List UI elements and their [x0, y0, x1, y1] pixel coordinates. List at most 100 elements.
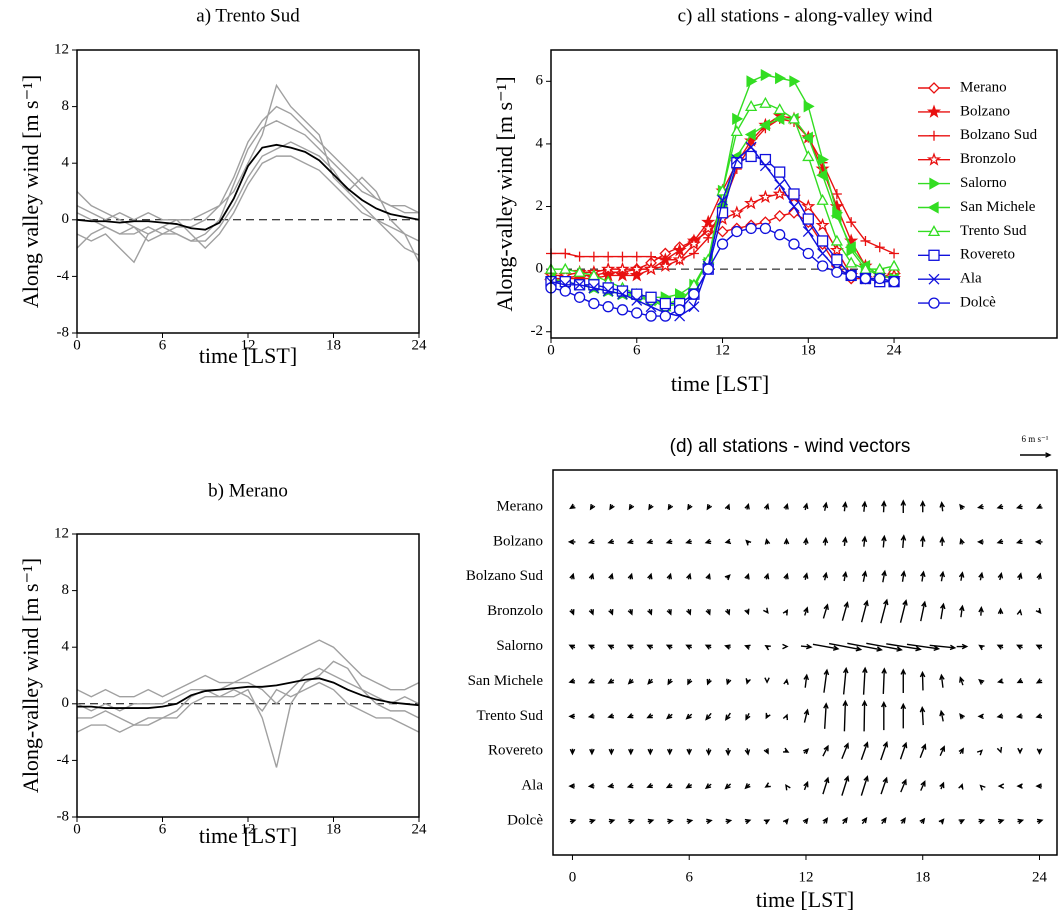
- marker: [928, 82, 940, 94]
- wind-vector: [706, 678, 712, 686]
- marker: [659, 297, 672, 310]
- marker: [802, 247, 814, 260]
- wind-vector: [726, 678, 732, 686]
- x-tick-label: 18: [326, 337, 341, 353]
- wind-vector: [959, 503, 965, 511]
- wind-vector: [880, 776, 888, 795]
- wind-vector: [647, 818, 655, 825]
- marker: [730, 125, 743, 137]
- marker: [631, 294, 643, 306]
- marker: [645, 301, 657, 313]
- x-axis-label: time [LST]: [756, 887, 854, 912]
- wind-vector: [665, 782, 673, 789]
- marker: [758, 189, 773, 204]
- wind-vector: [920, 600, 927, 622]
- wind-vector: [978, 644, 985, 651]
- wind-vector: [919, 817, 926, 825]
- wind-vector: [665, 538, 673, 545]
- wind-vector: [861, 570, 868, 582]
- marker: [686, 236, 701, 251]
- marker: [775, 72, 787, 85]
- wind-vector: [842, 570, 848, 582]
- wind-vector: [627, 678, 634, 685]
- marker: [560, 248, 571, 259]
- wind-vector: [687, 503, 693, 511]
- wind-vector: [1035, 644, 1043, 650]
- wind-vector: [899, 599, 908, 623]
- wind-vector: [1036, 572, 1042, 580]
- station-label: Dolcè: [507, 812, 543, 828]
- station-label: Salorno: [496, 638, 543, 654]
- wind-vector: [607, 678, 615, 684]
- wind-vector: [861, 816, 868, 825]
- marker: [926, 152, 942, 166]
- wind-vector: [626, 538, 634, 545]
- marker: [716, 225, 729, 238]
- marker: [731, 225, 743, 238]
- marker: [744, 195, 759, 210]
- x-tick-label: 18: [915, 869, 930, 885]
- wind-vector: [763, 819, 771, 825]
- marker: [928, 297, 940, 309]
- y-tick-label: 4: [62, 155, 70, 171]
- wind-vector: [1035, 783, 1042, 789]
- wind-vector: [705, 608, 711, 616]
- wind-vector: [568, 783, 575, 789]
- legend-label: San Michele: [960, 199, 1036, 215]
- marker: [801, 131, 813, 144]
- wind-vector: [1017, 818, 1025, 825]
- plot-frame: [76, 49, 420, 334]
- wind-vector: [744, 818, 752, 825]
- wind-vector: [881, 816, 887, 825]
- y-tick-label: 4: [62, 639, 70, 655]
- wind-vector: [1035, 713, 1043, 719]
- wind-vector: [686, 608, 692, 616]
- marker: [759, 222, 772, 235]
- y-tick-label: 6: [536, 73, 544, 89]
- wind-vector: [608, 748, 615, 756]
- wind-vector: [803, 673, 810, 688]
- wind-vector: [589, 818, 596, 825]
- series-line: [77, 660, 420, 768]
- wind-vector: [626, 713, 634, 719]
- marker: [574, 279, 586, 291]
- station-label: Bolzano: [493, 533, 543, 549]
- y-axis-label: Along-valley wind [m s⁻¹]: [18, 558, 43, 793]
- marker: [732, 112, 744, 125]
- wind-vector: [978, 818, 986, 825]
- wind-vector: [724, 608, 731, 616]
- wind-vector: [744, 748, 751, 756]
- wind-vector: [607, 538, 615, 545]
- wind-vector: [724, 783, 732, 790]
- wind-vector: [842, 666, 849, 695]
- marker: [688, 301, 700, 313]
- wind-vector: [886, 643, 922, 652]
- marker: [573, 291, 586, 303]
- wind-vector: [607, 644, 615, 650]
- marker: [887, 259, 901, 271]
- wind-vector: [822, 571, 829, 581]
- wind-vector: [587, 644, 595, 650]
- marker: [928, 273, 940, 285]
- wind-vector: [724, 712, 731, 721]
- wind-vector: [764, 782, 771, 788]
- wind-vector: [763, 607, 769, 614]
- y-tick-label: -4: [57, 268, 70, 284]
- wind-vector: [802, 817, 809, 825]
- wind-vector: [919, 705, 926, 726]
- marker: [631, 251, 642, 262]
- marker: [701, 221, 716, 235]
- wind-vector: [607, 783, 615, 789]
- marker: [817, 248, 829, 259]
- wind-vector: [800, 643, 813, 650]
- wind-vector: [1036, 503, 1043, 509]
- marker: [672, 252, 687, 266]
- wind-vector: [569, 572, 575, 580]
- marker: [774, 229, 786, 241]
- legend-label: Trento Sud: [960, 223, 1027, 239]
- wind-vector: [706, 818, 713, 825]
- wind-vector: [978, 678, 985, 685]
- wind-vector: [587, 538, 595, 545]
- marker: [831, 189, 842, 199]
- wind-vector: [665, 644, 673, 650]
